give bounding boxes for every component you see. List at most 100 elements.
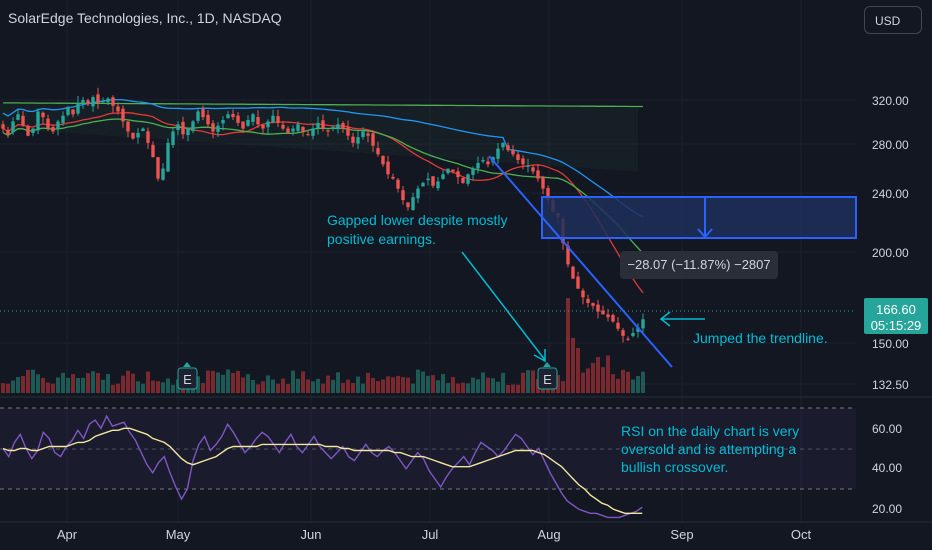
- candle-body[interactable]: [546, 188, 550, 201]
- candle-body[interactable]: [226, 114, 230, 119]
- candle-body[interactable]: [111, 97, 115, 106]
- candle-body[interactable]: [291, 128, 295, 132]
- candle-body[interactable]: [206, 114, 210, 125]
- candle-body[interactable]: [351, 136, 355, 143]
- candle-body[interactable]: [601, 310, 605, 315]
- candle-body[interactable]: [236, 115, 240, 123]
- currency-button[interactable]: USD: [864, 6, 922, 34]
- candle-body[interactable]: [231, 113, 235, 118]
- candle-body[interactable]: [281, 124, 285, 129]
- candle-body[interactable]: [26, 125, 30, 136]
- candle-body[interactable]: [86, 100, 90, 105]
- candle-body[interactable]: [526, 165, 530, 167]
- candle-body[interactable]: [121, 108, 125, 122]
- candle-body[interactable]: [306, 134, 310, 136]
- candle-body[interactable]: [171, 131, 175, 146]
- candle-body[interactable]: [266, 121, 270, 128]
- candle-body[interactable]: [446, 168, 450, 174]
- candle-body[interactable]: [21, 115, 25, 126]
- candle-body[interactable]: [586, 298, 590, 303]
- candle-body[interactable]: [366, 133, 370, 136]
- candle-body[interactable]: [176, 124, 180, 130]
- candle-body[interactable]: [331, 127, 335, 129]
- candle-body[interactable]: [101, 101, 105, 103]
- candle-body[interactable]: [216, 125, 220, 132]
- candle-body[interactable]: [471, 168, 475, 175]
- candle-body[interactable]: [596, 304, 600, 312]
- candle-body[interactable]: [31, 128, 35, 134]
- candle-body[interactable]: [241, 121, 245, 129]
- candle-body[interactable]: [506, 145, 510, 151]
- candle-body[interactable]: [16, 114, 20, 120]
- candle-body[interactable]: [361, 131, 365, 138]
- rsi-axis[interactable]: 60.00 40.00 20.00: [872, 422, 902, 516]
- candle-body[interactable]: [636, 327, 640, 332]
- candle-body[interactable]: [461, 178, 465, 183]
- candle-body[interactable]: [221, 120, 225, 124]
- candle-body[interactable]: [591, 303, 595, 306]
- candle-body[interactable]: [1, 124, 5, 129]
- candle-body[interactable]: [511, 150, 515, 155]
- candle-body[interactable]: [391, 176, 395, 179]
- candle-body[interactable]: [71, 109, 75, 115]
- candle-body[interactable]: [466, 174, 470, 184]
- candle-body[interactable]: [81, 100, 85, 103]
- candle-body[interactable]: [276, 116, 280, 123]
- candle-body[interactable]: [296, 124, 300, 131]
- candle-body[interactable]: [516, 154, 520, 161]
- candle-body[interactable]: [481, 160, 485, 162]
- candle-body[interactable]: [56, 121, 60, 130]
- time-axis[interactable]: Apr May Jun Jul Aug Sep Oct: [57, 527, 812, 542]
- price-axis[interactable]: 320.00 280.00 240.00 200.00 150.00 132.5…: [872, 94, 909, 392]
- candle-body[interactable]: [336, 124, 340, 130]
- candle-body[interactable]: [626, 338, 630, 340]
- candle-body[interactable]: [401, 190, 405, 201]
- candle-body[interactable]: [426, 178, 430, 181]
- measure-box[interactable]: [541, 196, 857, 239]
- candle-body[interactable]: [191, 121, 195, 132]
- candle-body[interactable]: [76, 102, 80, 114]
- candle-body[interactable]: [531, 167, 535, 172]
- candle-body[interactable]: [381, 155, 385, 165]
- candle-body[interactable]: [536, 170, 540, 179]
- candle-body[interactable]: [41, 112, 45, 118]
- chart-title[interactable]: SolarEdge Technologies, Inc., 1D, NASDAQ: [8, 10, 282, 26]
- candle-body[interactable]: [386, 161, 390, 175]
- candle-body[interactable]: [631, 332, 635, 336]
- candle-body[interactable]: [141, 128, 145, 131]
- candle-body[interactable]: [436, 181, 440, 189]
- candle-body[interactable]: [486, 161, 490, 165]
- earnings-marker-aug[interactable]: E: [537, 362, 558, 390]
- candle-body[interactable]: [96, 94, 100, 103]
- candle-body[interactable]: [156, 157, 160, 179]
- candle-body[interactable]: [581, 290, 585, 298]
- candle-body[interactable]: [11, 121, 15, 133]
- candle-body[interactable]: [541, 176, 545, 189]
- candle-body[interactable]: [611, 315, 615, 322]
- candle-body[interactable]: [181, 121, 185, 135]
- candle-body[interactable]: [151, 144, 155, 158]
- candle-body[interactable]: [161, 168, 165, 180]
- candle-body[interactable]: [341, 123, 345, 129]
- candle-body[interactable]: [116, 106, 120, 112]
- candle-body[interactable]: [286, 128, 290, 133]
- candle-body[interactable]: [91, 97, 95, 107]
- candle-body[interactable]: [66, 107, 70, 115]
- candle-body[interactable]: [166, 142, 170, 172]
- candle-body[interactable]: [321, 120, 325, 129]
- candle-body[interactable]: [376, 148, 380, 155]
- candle-body[interactable]: [136, 132, 140, 138]
- candle-body[interactable]: [131, 132, 135, 139]
- candle-body[interactable]: [271, 115, 275, 123]
- candle-body[interactable]: [576, 276, 580, 289]
- candle-body[interactable]: [51, 127, 55, 132]
- candle-body[interactable]: [621, 330, 625, 336]
- measure-tool[interactable]: −28.07 (−11.87%) −2807: [541, 196, 857, 279]
- candle-body[interactable]: [201, 109, 205, 118]
- earnings-marker-may[interactable]: E: [177, 362, 198, 390]
- candle-body[interactable]: [396, 179, 400, 189]
- candle-body[interactable]: [566, 245, 570, 265]
- candle-body[interactable]: [316, 122, 320, 128]
- candle-body[interactable]: [456, 171, 460, 178]
